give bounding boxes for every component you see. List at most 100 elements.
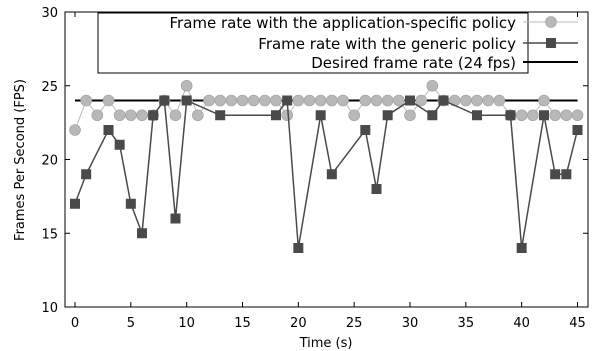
x-tick-label: 25	[346, 316, 363, 331]
point-application-specific	[80, 94, 92, 107]
point-generic	[539, 110, 549, 121]
point-generic	[148, 110, 159, 121]
point-generic	[181, 95, 192, 106]
point-application-specific	[515, 109, 528, 122]
point-generic	[215, 110, 226, 121]
point-application-specific	[236, 94, 249, 107]
point-generic	[505, 110, 516, 121]
point-application-specific	[460, 94, 472, 107]
point-application-specific	[326, 94, 338, 107]
point-application-specific	[91, 109, 104, 122]
point-application-specific	[560, 109, 573, 122]
legend-label-desired: Desired frame rate (24 fps)	[311, 54, 516, 72]
point-generic	[572, 125, 583, 135]
y-tick-label: 30	[41, 6, 58, 21]
x-tick-label: 5	[127, 316, 135, 331]
point-generic	[550, 169, 561, 180]
x-tick-label: 30	[402, 316, 419, 331]
point-generic	[103, 125, 114, 135]
legend-label-application-specific: Frame rate with the application-specific…	[170, 14, 517, 32]
x-tick-label: 20	[290, 316, 307, 331]
legend-box	[97, 12, 529, 74]
point-application-specific	[303, 94, 316, 107]
point-generic	[561, 169, 572, 180]
legend: Frame rate with the application-specific…	[97, 12, 578, 74]
legend-label-generic: Frame rate with the generic policy	[258, 35, 516, 53]
point-generic	[360, 125, 371, 135]
point-application-specific	[359, 94, 372, 107]
point-generic	[170, 213, 181, 224]
point-application-specific	[415, 94, 427, 107]
legend-swatches	[523, 16, 578, 63]
point-generic	[382, 110, 393, 121]
point-application-specific	[259, 94, 271, 107]
point-application-specific	[426, 79, 439, 92]
point-application-specific	[471, 94, 483, 107]
point-generic	[438, 95, 449, 106]
point-application-specific	[247, 94, 260, 107]
point-generic	[371, 184, 382, 194]
y-tick-label: 10	[41, 301, 58, 316]
point-application-specific	[538, 94, 550, 107]
point-generic	[114, 139, 125, 150]
point-application-specific	[337, 94, 349, 107]
point-application-specific	[203, 94, 215, 107]
point-application-specific	[169, 109, 182, 122]
y-tick-label: 25	[41, 80, 58, 95]
point-generic	[326, 169, 337, 180]
x-tick-label: 35	[458, 316, 475, 331]
point-application-specific	[493, 94, 506, 107]
point-generic	[70, 198, 80, 209]
point-application-specific	[69, 124, 81, 136]
point-application-specific	[102, 94, 115, 107]
point-application-specific	[192, 109, 204, 122]
point-application-specific	[482, 94, 494, 107]
x-tick-label: 0	[71, 316, 79, 331]
point-generic	[125, 198, 136, 209]
point-generic	[271, 110, 281, 121]
point-generic	[516, 243, 527, 253]
point-generic	[159, 95, 170, 106]
point-application-specific	[113, 109, 126, 122]
point-generic	[282, 95, 293, 106]
point-generic	[472, 110, 482, 121]
series-line-application-specific	[74, 84, 578, 131]
legend-swatch-application-specific	[545, 16, 557, 28]
series-line-generic	[74, 98, 579, 249]
x-axis-label: Time (s)	[299, 336, 353, 351]
point-application-specific	[549, 109, 561, 122]
point-application-specific	[225, 94, 238, 107]
point-application-specific	[180, 79, 193, 92]
series-layer	[69, 79, 584, 253]
point-application-specific	[348, 109, 360, 122]
point-generic	[293, 243, 304, 253]
point-application-specific	[314, 94, 327, 107]
point-generic	[427, 110, 438, 121]
point-application-specific	[404, 109, 416, 122]
x-tick-label: 45	[569, 316, 586, 331]
point-application-specific	[270, 94, 282, 107]
point-application-specific	[292, 94, 305, 107]
point-generic	[137, 228, 147, 239]
legend-swatch-generic	[546, 38, 556, 48]
x-tick-label: 40	[513, 316, 530, 331]
point-generic	[81, 169, 92, 180]
point-application-specific	[125, 109, 137, 122]
y-axis-label: Frames Per Second (FPS)	[13, 79, 28, 241]
x-tick-label: 10	[178, 316, 195, 331]
point-application-specific	[370, 94, 383, 107]
point-generic	[315, 110, 326, 121]
point-application-specific	[136, 109, 148, 122]
y-tick-label: 20	[41, 154, 58, 169]
point-application-specific	[571, 109, 584, 122]
point-application-specific	[393, 94, 405, 107]
x-tick-label: 15	[234, 316, 251, 331]
point-application-specific	[214, 94, 226, 107]
point-application-specific	[381, 94, 394, 107]
point-application-specific	[281, 109, 293, 122]
point-generic	[405, 95, 415, 106]
y-tick-label: 15	[41, 227, 58, 242]
point-application-specific	[527, 109, 539, 122]
axis-ticks: 0 5 10 15 20 25 30 35 40 45 10 15 20 25 30	[41, 6, 588, 331]
